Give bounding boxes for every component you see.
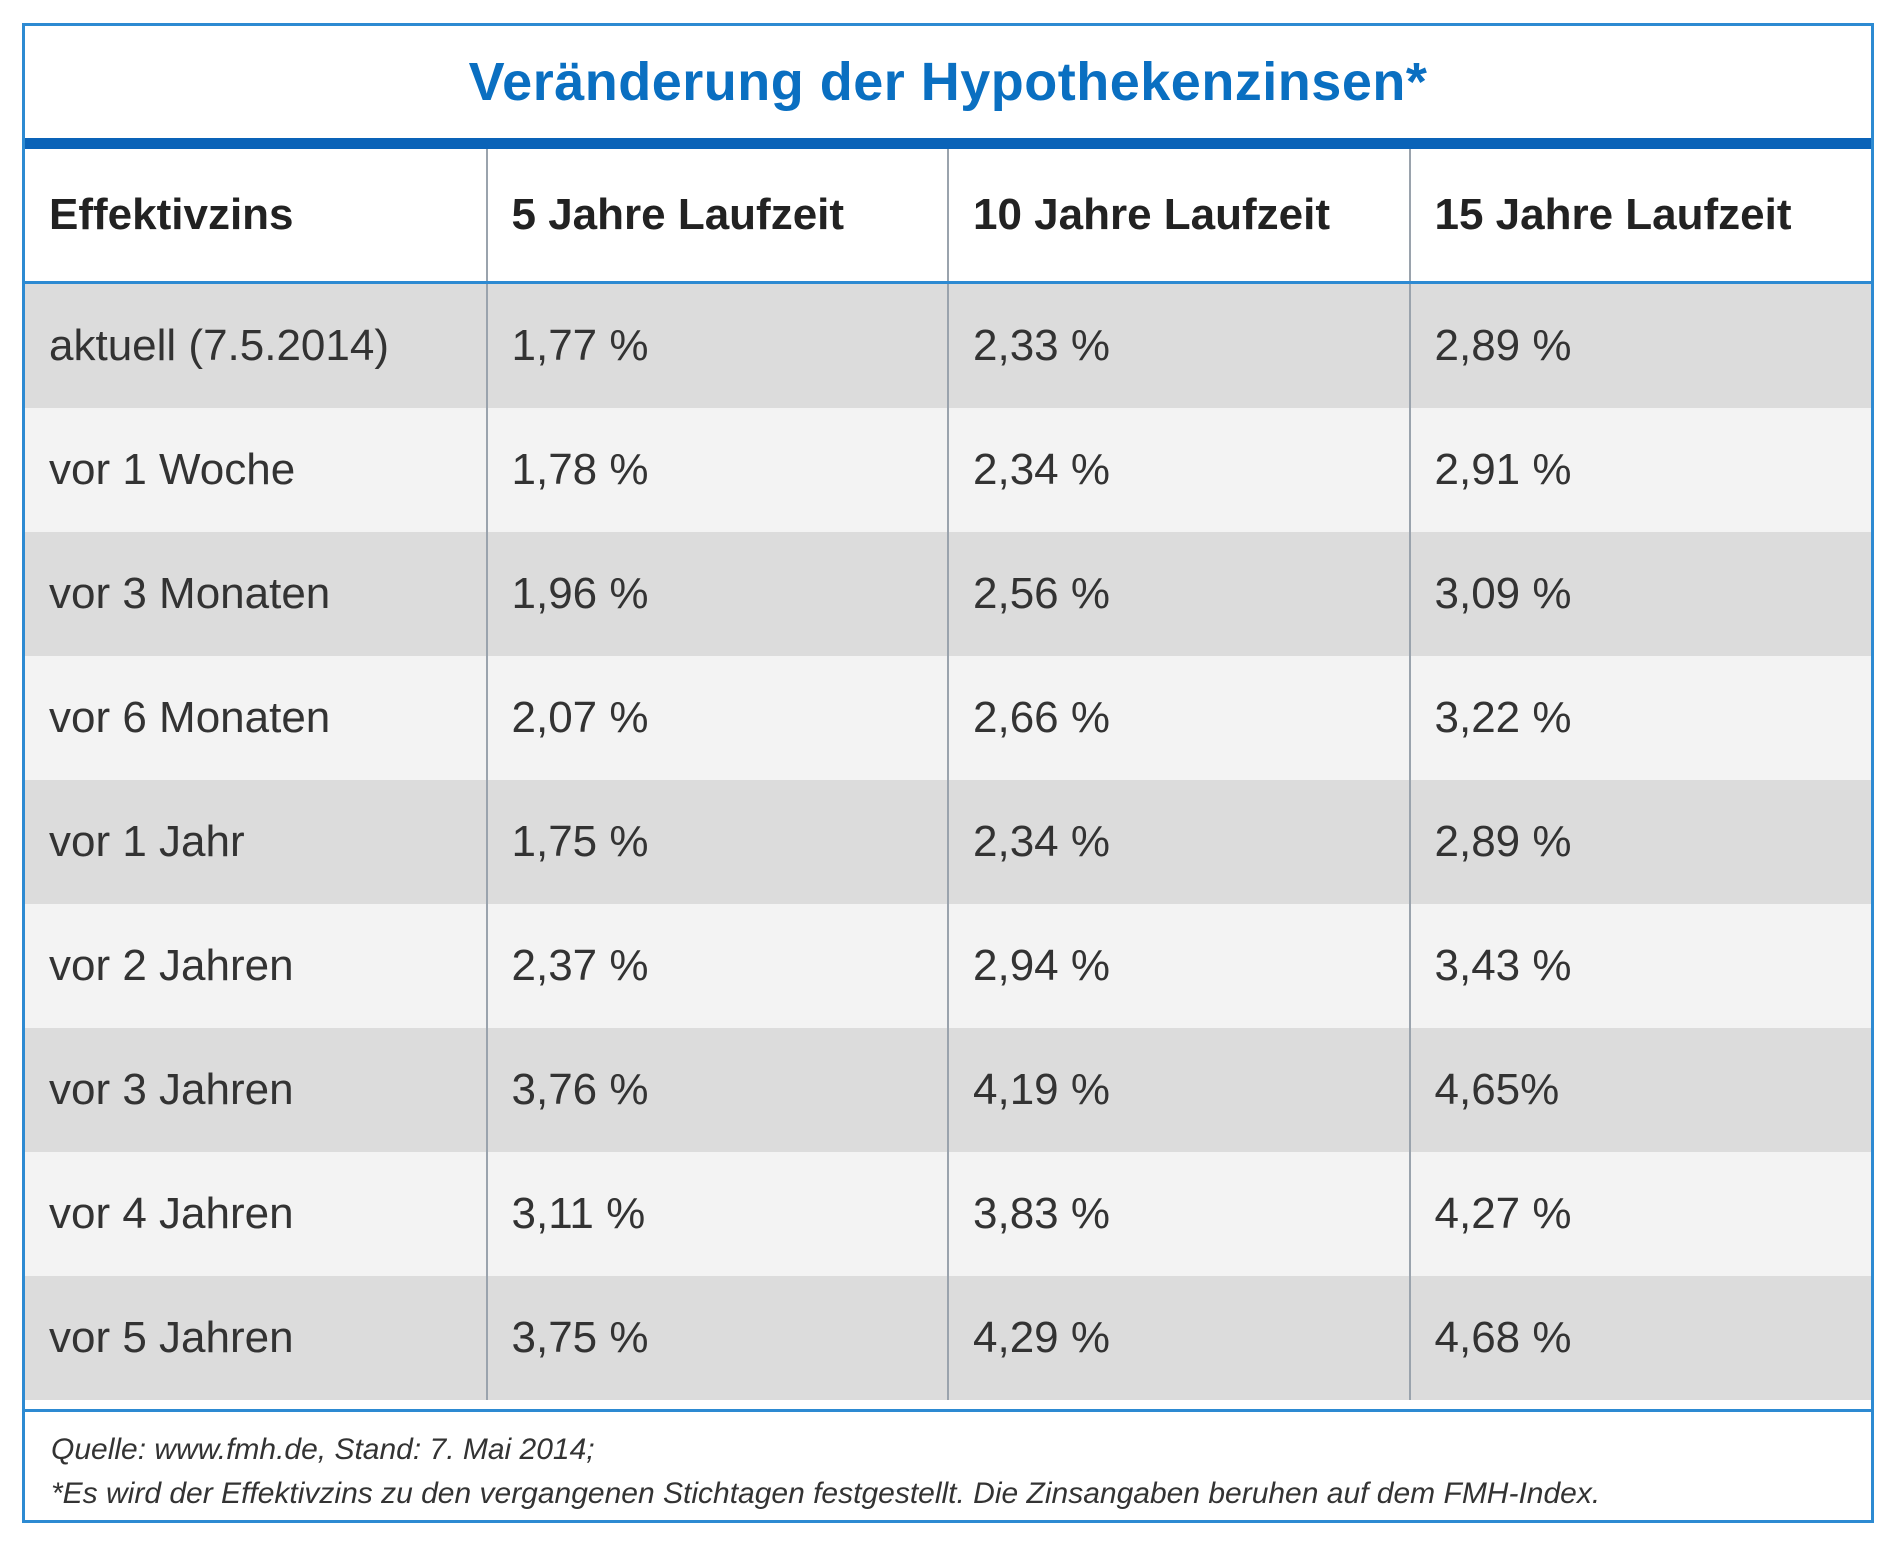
rate-cell: 1,78 % xyxy=(486,408,949,532)
rate-cell: 4,27 % xyxy=(1409,1152,1871,1276)
table-row: aktuell (7.5.2014) 1,77 % 2,33 % 2,89 % xyxy=(25,282,1871,408)
table-header-row: Effektivzins 5 Jahre Laufzeit 10 Jahre Lau… xyxy=(25,149,1871,284)
rate-cell: 3,11 % xyxy=(486,1152,949,1276)
column-header: 10 Jahre Laufzeit xyxy=(948,149,1411,284)
rate-cell: 2,89 % xyxy=(1409,780,1871,904)
rate-cell: 4,19 % xyxy=(948,1028,1411,1152)
rate-table-card: Veränderung der Hypothekenzinsen* Effekt… xyxy=(22,23,1874,1523)
methodology-note: *Es wird der Effektivzins zu den vergang… xyxy=(51,1477,1601,1510)
rate-cell: 2,94 % xyxy=(948,904,1411,1028)
row-label-cell: vor 2 Jahren xyxy=(25,904,488,1028)
row-label-cell: vor 4 Jahren xyxy=(25,1152,488,1276)
title-divider xyxy=(25,138,1871,149)
rate-cell: 2,56 % xyxy=(948,532,1411,656)
row-label-cell: vor 5 Jahren xyxy=(25,1276,488,1400)
row-label-cell: vor 1 Jahr xyxy=(25,780,488,904)
table-row: vor 3 Monaten 1,96 % 2,56 % 3,09 % xyxy=(25,532,1871,656)
rate-cell: 2,34 % xyxy=(948,408,1411,532)
row-label-cell: vor 3 Jahren xyxy=(25,1028,488,1152)
rate-cell: 1,96 % xyxy=(486,532,949,656)
table-row: vor 1 Jahr 1,75 % 2,34 % 2,89 % xyxy=(25,780,1871,904)
rate-cell: 2,33 % xyxy=(948,282,1411,408)
table-row: vor 2 Jahren 2,37 % 2,94 % 3,43 % xyxy=(25,904,1871,1028)
rate-cell: 2,07 % xyxy=(486,656,949,780)
table-row: vor 6 Monaten 2,07 % 2,66 % 3,22 % xyxy=(25,656,1871,780)
row-label-cell: vor 6 Monaten xyxy=(25,656,488,780)
rate-cell: 3,22 % xyxy=(1409,656,1871,780)
table-row: vor 5 Jahren 3,75 % 4,29 % 4,68 % xyxy=(25,1276,1871,1400)
column-header: Effektivzins xyxy=(25,149,488,284)
rate-cell: 4,65% xyxy=(1409,1028,1871,1152)
rate-cell: 1,75 % xyxy=(486,780,949,904)
interest-rate-table: Effektivzins 5 Jahre Laufzeit 10 Jahre Lau… xyxy=(25,149,1871,1400)
rate-cell: 2,34 % xyxy=(948,780,1411,904)
table-row: vor 3 Jahren 3,76 % 4,19 % 4,65% xyxy=(25,1028,1871,1152)
rate-cell: 3,76 % xyxy=(486,1028,949,1152)
rate-cell: 1,77 % xyxy=(486,282,949,408)
row-label-cell: aktuell (7.5.2014) xyxy=(25,282,488,408)
title-bar: Veränderung der Hypothekenzinsen* xyxy=(25,26,1871,138)
column-header: 15 Jahre Laufzeit xyxy=(1409,149,1871,284)
rate-cell: 4,68 % xyxy=(1409,1276,1871,1400)
rate-cell: 2,37 % xyxy=(486,904,949,1028)
rate-cell: 4,29 % xyxy=(948,1276,1411,1400)
rate-cell: 3,43 % xyxy=(1409,904,1871,1028)
source-note: Quelle: www.fmh.de, Stand: 7. Mai 2014; xyxy=(51,1433,595,1466)
rate-cell: 2,91 % xyxy=(1409,408,1871,532)
rate-cell: 3,09 % xyxy=(1409,532,1871,656)
table-body: aktuell (7.5.2014) 1,77 % 2,33 % 2,89 % vor … xyxy=(25,282,1871,1400)
rate-cell: 3,83 % xyxy=(948,1152,1411,1276)
rate-cell: 2,66 % xyxy=(948,656,1411,780)
chart-title: Veränderung der Hypothekenzinsen* xyxy=(468,52,1428,112)
column-header: 5 Jahre Laufzeit xyxy=(486,149,949,284)
row-label-cell: vor 1 Woche xyxy=(25,408,488,532)
rate-cell: 2,89 % xyxy=(1409,282,1871,408)
table-row: vor 1 Woche 1,78 % 2,34 % 2,91 % xyxy=(25,408,1871,532)
rate-cell: 3,75 % xyxy=(486,1276,949,1400)
footer-divider xyxy=(25,1409,1871,1412)
footnotes: Quelle: www.fmh.de, Stand: 7. Mai 2014; … xyxy=(51,1428,1861,1516)
row-label-cell: vor 3 Monaten xyxy=(25,532,488,656)
table-row: vor 4 Jahren 3,11 % 3,83 % 4,27 % xyxy=(25,1152,1871,1276)
